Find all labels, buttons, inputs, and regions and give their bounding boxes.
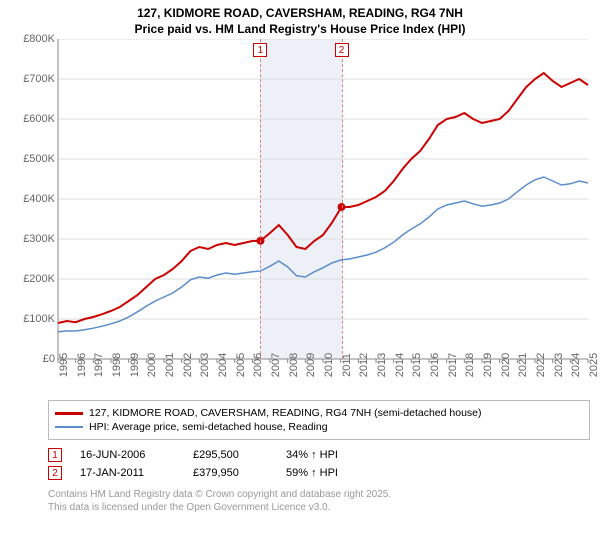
sale-row: 1 16-JUN-2006 £295,500 34% ↑ HPI: [48, 448, 590, 462]
legend-swatch: [55, 412, 83, 415]
series-property: [58, 73, 588, 323]
y-tick-label: £200K: [10, 273, 55, 285]
y-tick-label: £100K: [10, 313, 55, 325]
marker-line: [260, 39, 261, 359]
chart-svg: [10, 39, 590, 394]
chart-title: 127, KIDMORE ROAD, CAVERSHAM, READING, R…: [0, 0, 600, 39]
y-tick-label: £0: [10, 353, 55, 365]
x-tick-label: 2025: [588, 353, 600, 377]
sale-date: 17-JAN-2011: [80, 467, 175, 479]
legend-row: 127, KIDMORE ROAD, CAVERSHAM, READING, R…: [55, 407, 583, 419]
y-tick-label: £400K: [10, 193, 55, 205]
sale-date: 16-JUN-2006: [80, 449, 175, 461]
y-tick-label: £800K: [10, 33, 55, 45]
y-tick-label: £600K: [10, 113, 55, 125]
y-tick-label: £500K: [10, 153, 55, 165]
footer: Contains HM Land Registry data © Crown c…: [48, 488, 590, 514]
sale-pct: 59% ↑ HPI: [286, 467, 338, 479]
title-line2: Price paid vs. HM Land Registry's House …: [10, 22, 590, 38]
footer-line1: Contains HM Land Registry data © Crown c…: [48, 488, 590, 501]
sales-table: 1 16-JUN-2006 £295,500 34% ↑ HPI 2 17-JAN-201…: [48, 448, 590, 480]
sale-number: 2: [48, 466, 62, 480]
footer-line2: This data is licensed under the Open Gov…: [48, 501, 590, 514]
legend-label: HPI: Average price, semi-detached house,…: [89, 421, 328, 433]
sale-price: £295,500: [193, 449, 268, 461]
chart-area: £0£100K£200K£300K£400K£500K£600K£700K£80…: [10, 39, 590, 394]
series-hpi: [58, 177, 588, 332]
marker-number: 1: [253, 43, 267, 57]
sale-pct: 34% ↑ HPI: [286, 449, 338, 461]
sale-row: 2 17-JAN-2011 £379,950 59% ↑ HPI: [48, 466, 590, 480]
legend: 127, KIDMORE ROAD, CAVERSHAM, READING, R…: [48, 400, 590, 440]
sale-price: £379,950: [193, 467, 268, 479]
sale-number: 1: [48, 448, 62, 462]
title-line1: 127, KIDMORE ROAD, CAVERSHAM, READING, R…: [10, 6, 590, 22]
y-tick-label: £700K: [10, 73, 55, 85]
legend-row: HPI: Average price, semi-detached house,…: [55, 421, 583, 433]
legend-label: 127, KIDMORE ROAD, CAVERSHAM, READING, R…: [89, 407, 482, 419]
y-tick-label: £300K: [10, 233, 55, 245]
marker-line: [342, 39, 343, 359]
legend-swatch: [55, 426, 83, 428]
marker-number: 2: [335, 43, 349, 57]
